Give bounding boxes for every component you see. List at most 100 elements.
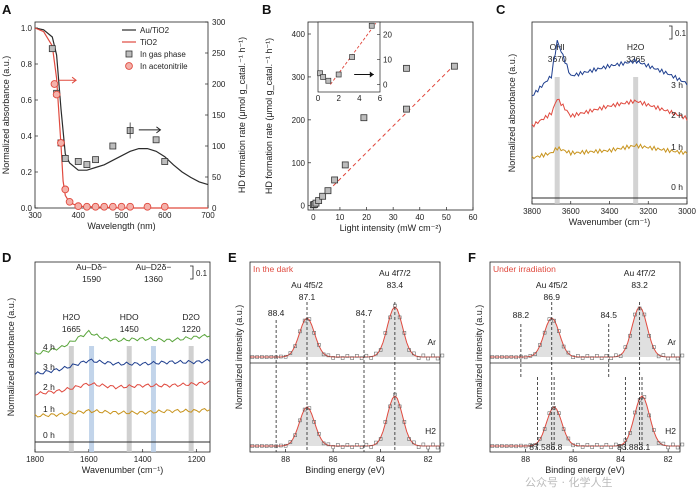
panel-e-data-point	[326, 442, 331, 447]
panel-c: C 3800 3600 3400 3200 3000 Wavenumber (cm⁻¹) No…	[496, 2, 696, 227]
panel-e-data-point	[336, 354, 340, 358]
panel-a-acetonitrile-point	[143, 202, 152, 211]
panel-f-data-point	[661, 353, 666, 357]
panel-f-data-point	[490, 355, 495, 359]
panel-label-d: D	[2, 250, 11, 265]
panel-a-y2-axis-label: HD formation rate (μmol g_catal.⁻¹ h⁻¹)	[237, 37, 247, 193]
panel-e-data-point	[326, 353, 331, 358]
panel-e-trace-label: H2	[425, 426, 436, 436]
panel-f-data-point	[571, 355, 575, 360]
panel-b-inset-xtick-label: 6	[378, 94, 383, 103]
panel-a: A 300 400 500 600 700 0.0 0.2 0.4 0.6 0.8 1.0 0 50 100…	[1, 2, 247, 231]
panel-d-series-2	[34, 380, 211, 396]
panel-e-data-point	[440, 353, 445, 358]
panel-f-data-point	[504, 355, 509, 359]
panel-d-band	[150, 346, 156, 452]
panel-f-peak-fill-H2	[490, 396, 680, 446]
panel-a-y2tick-label: 250	[212, 49, 226, 58]
panel-b-point	[450, 62, 458, 70]
panel-c-series-3	[531, 40, 688, 97]
panel-b-inset-point	[335, 71, 342, 78]
panel-e-data-point	[307, 406, 312, 410]
panel-e-data-point	[340, 445, 345, 449]
panel-a-ytick-label: 0.8	[21, 60, 33, 69]
panel-d-band-position: 1590	[82, 274, 101, 284]
panel-f-data-point	[618, 354, 623, 358]
panel-e-data-point	[374, 440, 378, 445]
panel-e-data-point	[302, 407, 307, 412]
panel-a-gas-point	[109, 142, 117, 150]
panel-b-xtick-label: 10	[335, 213, 344, 222]
panel-e-data-point	[331, 356, 335, 360]
panel-d-scale-label: 0.1	[196, 269, 208, 278]
panel-e-xtick-label: 86	[329, 455, 338, 464]
panel-e-data-point	[355, 354, 359, 358]
panel-f-data-point	[547, 317, 552, 321]
panel-f-data-point	[642, 395, 647, 399]
panel-f-data-point	[595, 354, 599, 358]
panel-c-band-position: 3670	[548, 54, 567, 64]
panel-e-data-point	[279, 354, 283, 359]
panel-c-series-label: 1 h	[671, 142, 683, 152]
panel-d-band-label: Au–D2δ−	[136, 262, 172, 272]
panel-f-data-point	[609, 445, 613, 450]
panel-f-shoulder-value: 88.2	[513, 310, 530, 320]
panel-f-data-point	[509, 444, 514, 448]
legend-acetonitrile-label: In acetonitrile	[140, 62, 188, 71]
panel-e-peak-label: Au 4f7/2	[379, 268, 411, 278]
panel-e-data-point	[331, 445, 335, 449]
panel-f-fit-H2	[490, 395, 680, 447]
panel-d-band-position: 1220	[182, 324, 201, 334]
panel-d-band-position: 1360	[144, 274, 163, 284]
panel-e-data-point	[288, 440, 293, 444]
panel-a-ytick-label: 0.4	[21, 132, 33, 141]
panel-d-band-label: H2O	[63, 312, 81, 322]
panel-f-data-point	[533, 352, 537, 356]
panel-e-xtick-label: 82	[424, 455, 433, 464]
panel-f-data-point	[557, 329, 561, 333]
panel-f-data-point	[633, 410, 637, 415]
panel-b-point	[341, 161, 349, 169]
panel-b-point	[315, 197, 323, 204]
panel-f-peak-label: Au 4f5/2	[536, 280, 568, 290]
panel-e-shoulder-value: 84.7	[356, 308, 373, 318]
panel-d-band	[89, 346, 95, 452]
panel-e-data-point	[364, 442, 369, 447]
panel-f-data-point	[595, 443, 599, 447]
panel-d: D 1800 1600 1400 1200 Wavenumber (cm⁻¹) Normal…	[2, 250, 211, 475]
panel-e-data-point	[369, 445, 373, 449]
panel-a-y2tick-label: 100	[212, 142, 226, 151]
panel-b-frame	[307, 21, 474, 211]
panel-label-e: E	[228, 250, 237, 265]
panel-c-band-label: OHI	[550, 42, 565, 52]
panel-f-data-point	[628, 431, 632, 435]
panel-e-peak-value: 83.4	[387, 280, 404, 290]
panel-label-a: A	[2, 2, 12, 17]
panel-f-fit-Ar	[490, 306, 680, 358]
panel-b-xtick-label: 40	[415, 213, 424, 222]
panel-f-data-point	[576, 354, 580, 358]
panel-e-data-point	[345, 354, 350, 358]
panel-f-data-point	[500, 355, 504, 359]
panel-e-fit-H2	[250, 395, 440, 447]
panel-f-data-point	[490, 444, 495, 448]
panel-b-inset-ytick-label: 10	[383, 56, 392, 65]
panel-a-xtick-label: 700	[201, 211, 215, 220]
panel-f-data-point	[523, 444, 528, 449]
panel-f-data-point	[585, 354, 590, 358]
panel-a-gas-point	[92, 156, 99, 164]
panel-f: F 88 86 84 82 Binding energy (eV) Normalized i…	[468, 250, 685, 475]
panel-f-data-point	[675, 356, 680, 361]
panel-f-data-point	[580, 356, 585, 360]
panel-c-xtick-label: 3000	[678, 207, 696, 216]
panel-d-series-label: 1 h	[43, 404, 55, 414]
panel-f-peak-value: 86.9	[543, 292, 560, 302]
panel-f-data-point	[514, 444, 518, 449]
panel-b-x-axis-label: Light intensity (mW cm⁻²)	[340, 223, 442, 233]
panel-f-data-point	[509, 355, 514, 359]
panel-d-series-label: 0 h	[43, 430, 55, 440]
panel-d-series-label: 3 h	[43, 362, 55, 372]
panel-e-data-point	[260, 444, 264, 448]
